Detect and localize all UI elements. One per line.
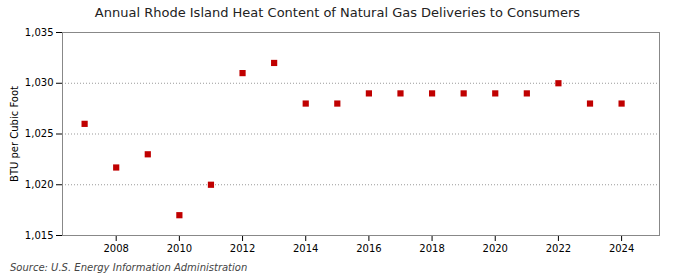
svg-text:1,030: 1,030 bbox=[25, 77, 54, 88]
svg-text:2022: 2022 bbox=[546, 243, 571, 254]
svg-text:2020: 2020 bbox=[483, 243, 508, 254]
svg-text:2018: 2018 bbox=[419, 243, 444, 254]
svg-text:2008: 2008 bbox=[103, 243, 128, 254]
svg-text:2014: 2014 bbox=[293, 243, 318, 254]
svg-text:1,035: 1,035 bbox=[25, 27, 54, 38]
svg-text:2010: 2010 bbox=[167, 243, 192, 254]
html-text:Annual Rhode Island Heat Conte: Annual Rhode Island Heat Content of Natu… bbox=[94, 5, 581, 20]
svg-text:1,015: 1,015 bbox=[25, 230, 54, 241]
svg-text:2024: 2024 bbox=[609, 243, 634, 254]
html-text:Source: U.S. Energy Informatio: Source: U.S. Energy Information Administ… bbox=[10, 262, 248, 273]
svg-text:1,020: 1,020 bbox=[25, 179, 54, 190]
svg-text:BTU per Cubic Foot: BTU per Cubic Foot bbox=[9, 86, 20, 182]
svg-text:1,025: 1,025 bbox=[25, 128, 54, 139]
svg-text:2012: 2012 bbox=[230, 243, 255, 254]
svg-text:2016: 2016 bbox=[356, 243, 381, 254]
